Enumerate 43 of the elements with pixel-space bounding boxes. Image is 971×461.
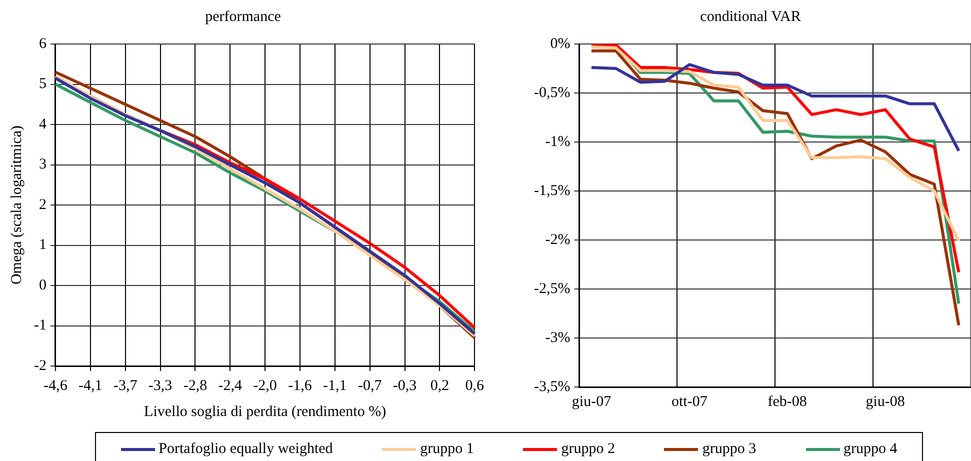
x-tick-label: 0,6 xyxy=(465,378,484,394)
legend-label: Portafoglio equally weighted xyxy=(158,441,333,458)
x-tick-label: -1,6 xyxy=(288,378,312,394)
y-tick-label: -3,5% xyxy=(534,378,570,395)
y-tick-label: 3 xyxy=(38,156,46,173)
x-tick-label: -4,6 xyxy=(44,378,68,394)
x-tick-label: 0,2 xyxy=(430,378,450,394)
y-tick-label: 0 xyxy=(38,277,46,294)
x-tick-label: -2,8 xyxy=(183,378,208,394)
x-tick-label: -1,1 xyxy=(323,378,347,394)
x-tick-label: -4,1 xyxy=(78,378,102,394)
x-tick-label: -0,7 xyxy=(358,378,382,394)
y-tick-label: 0% xyxy=(550,36,570,52)
y-tick-label: 4 xyxy=(38,116,47,132)
y-tick-label: -0,5% xyxy=(534,84,570,101)
y-tick-label: 2 xyxy=(38,196,46,213)
x-tick-label: giu-08 xyxy=(866,394,905,410)
y-tick-label: -2 xyxy=(34,358,46,374)
legend-label: gruppo 3 xyxy=(702,441,756,458)
y-tick-label: -1% xyxy=(545,134,570,150)
x-tick-label: -3,3 xyxy=(148,378,172,394)
y-tick-label: -2,5% xyxy=(534,280,570,297)
y-axis-title: Omega (scala logaritmica) xyxy=(8,125,25,285)
x-tick-label: giu-07 xyxy=(572,394,612,410)
x-tick-label: -0,3 xyxy=(392,378,417,394)
y-tick-label: 5 xyxy=(38,76,46,92)
x-tick-label: -3,7 xyxy=(113,378,138,394)
x-tick-label: -2,4 xyxy=(218,378,243,394)
legend-label: gruppo 1 xyxy=(420,441,474,458)
x-tick-label: ott-07 xyxy=(672,394,708,410)
chart-title: performance xyxy=(205,8,282,25)
x-tick-label: -2,0 xyxy=(253,378,277,394)
chart-title: conditional VAR xyxy=(700,8,801,25)
legend-label: gruppo 4 xyxy=(844,441,898,458)
y-tick-label: 6 xyxy=(38,36,47,52)
legend-label: gruppo 2 xyxy=(561,441,616,458)
x-axis-title: Livello soglia di perdita (rendimento %) xyxy=(144,404,386,420)
y-tick-label: -1 xyxy=(34,318,46,334)
x-tick-label: feb-08 xyxy=(768,394,807,410)
y-tick-label: -3% xyxy=(545,330,570,346)
y-tick-label: 1 xyxy=(38,237,46,254)
y-tick-label: -2% xyxy=(545,232,570,248)
y-tick-label: -1,5% xyxy=(534,182,570,199)
